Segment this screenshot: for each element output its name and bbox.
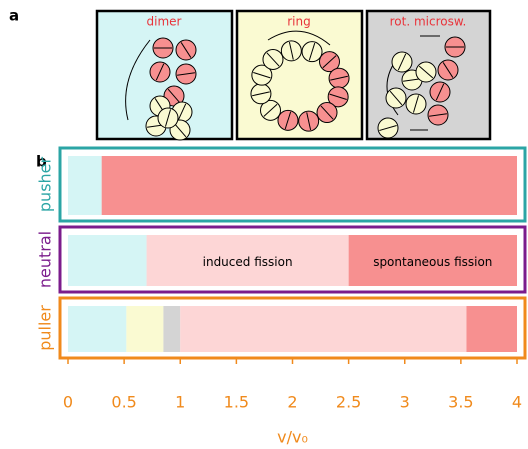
- swimmer-axis: [322, 55, 337, 69]
- legend-label: rot. microsw.: [390, 15, 467, 29]
- row-label: puller: [36, 305, 55, 351]
- swimmer-axis: [288, 41, 294, 60]
- legend-label: ring: [287, 15, 311, 29]
- bar-segment: [146, 235, 349, 286]
- bar-segment: [348, 235, 517, 286]
- swimmer-axis: [177, 72, 195, 76]
- bar-segment: [68, 156, 102, 215]
- x-tick-label: 3: [400, 393, 410, 412]
- bar-segment: [68, 235, 147, 286]
- illustrations: [95, 9, 492, 141]
- segment-label: induced fission: [203, 255, 293, 269]
- x-tick-label: 1.5: [224, 393, 249, 412]
- swimmer-axis: [266, 52, 280, 67]
- swimmer-axis: [164, 109, 172, 127]
- swimmer-axis: [403, 78, 421, 82]
- swimmer-axis: [284, 111, 292, 130]
- swimmer-axis: [308, 42, 316, 61]
- x-tick-label: 1: [175, 393, 185, 412]
- x-tick-label: 2: [287, 393, 297, 412]
- x-axis-label: v/v₀: [277, 428, 308, 447]
- swimmer-axis: [435, 83, 445, 101]
- bar-segment: [180, 306, 467, 352]
- bar-segment: [126, 306, 164, 352]
- arrow: [410, 35, 440, 131]
- swimmer-axis: [252, 91, 270, 97]
- swimmer-axis: [412, 95, 420, 113]
- swimmer-axis: [429, 113, 447, 117]
- swimmer-axis: [389, 90, 403, 106]
- swimmer-axis: [167, 88, 181, 104]
- row-label: pusher: [36, 156, 55, 212]
- swimmer-axis: [397, 53, 407, 71]
- panel-label: b: [36, 153, 47, 171]
- swimmer-axis: [177, 103, 187, 121]
- panel-label: a: [9, 7, 19, 25]
- swimmer-axis: [306, 112, 312, 131]
- arrow: [125, 39, 151, 121]
- swimmer-axis: [263, 103, 278, 117]
- swimmer-axis: [330, 75, 348, 81]
- swimmer-axis: [379, 125, 397, 131]
- legend-label: dimer: [147, 15, 182, 29]
- x-tick-label: 4: [512, 393, 522, 412]
- bar-segment: [163, 306, 181, 352]
- swimmer-axis: [173, 122, 187, 138]
- swimmer-axis: [155, 63, 165, 81]
- x-tick-label: 0: [63, 393, 73, 412]
- x-tick-label: 0.5: [111, 393, 136, 412]
- bar-segment: [68, 306, 127, 352]
- swimmer-axis: [253, 71, 271, 79]
- arrow: [267, 30, 331, 46]
- segment-label: spontaneous fission: [373, 255, 492, 269]
- swimmer-axis: [329, 93, 347, 101]
- swimmer-axis: [442, 62, 454, 78]
- row-box: [58, 225, 527, 294]
- swimmer-axis: [180, 42, 192, 58]
- bar-segment: [466, 306, 517, 352]
- row-box: [58, 146, 527, 223]
- x-tick-label: 3.5: [448, 393, 473, 412]
- x-tick-label: 2.5: [336, 393, 361, 412]
- bar-segment: [101, 156, 518, 215]
- row-label: neutral: [36, 231, 55, 288]
- swimmer-axis: [418, 65, 434, 79]
- swimmer-axis: [320, 105, 334, 120]
